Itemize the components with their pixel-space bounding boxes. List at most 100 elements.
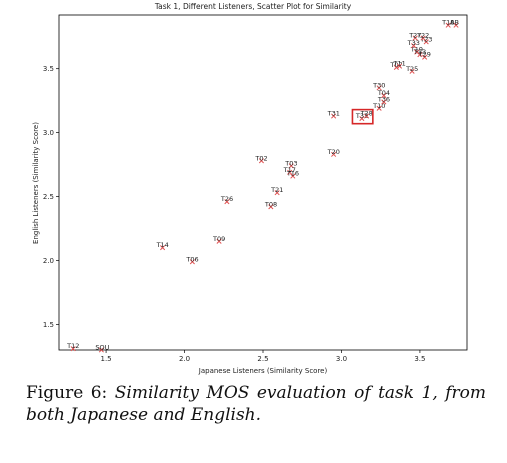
point-marker bbox=[268, 204, 274, 210]
point-label: T28 bbox=[360, 110, 373, 118]
point-label: T27 bbox=[408, 32, 421, 40]
point-marker bbox=[331, 113, 337, 119]
y-tick-label: 2.0 bbox=[43, 257, 54, 265]
point-label: T09 bbox=[212, 235, 225, 243]
scatter-chart: Task 1, Different Listeners, Scatter Plo… bbox=[32, 2, 468, 375]
point-label: T26 bbox=[220, 195, 233, 203]
data-point: T33 bbox=[407, 39, 420, 49]
y-axis-label: English Listeners (Similarity Score) bbox=[32, 122, 40, 244]
data-point: T28 bbox=[360, 110, 373, 119]
data-point: T10 bbox=[372, 102, 385, 111]
data-point: T02 bbox=[254, 154, 268, 164]
data-point: T31 bbox=[327, 110, 340, 119]
point-label: T29 bbox=[418, 51, 431, 59]
data-point: T18 bbox=[441, 19, 454, 28]
point-marker bbox=[359, 116, 365, 122]
point-marker bbox=[288, 163, 294, 169]
data-point: T11 bbox=[393, 60, 406, 69]
point-label: T02 bbox=[254, 154, 267, 162]
point-marker bbox=[445, 22, 451, 28]
data-point: T12 bbox=[66, 342, 79, 352]
data-point: T20 bbox=[327, 148, 340, 157]
point-label: T25 bbox=[405, 65, 418, 73]
point-marker bbox=[274, 190, 280, 196]
point-label: T31 bbox=[327, 110, 340, 118]
point-label: T03 bbox=[284, 159, 297, 167]
data-point: T22 bbox=[416, 32, 429, 41]
y-tick-label: 1.5 bbox=[43, 321, 54, 329]
point-label: T22 bbox=[416, 32, 429, 40]
highlight-box bbox=[351, 108, 374, 125]
x-tick-label: 2.5 bbox=[257, 355, 268, 363]
x-tick-label: 3.0 bbox=[336, 355, 347, 363]
data-point: T30 bbox=[372, 81, 385, 91]
y-tick-label: 3.0 bbox=[43, 129, 54, 137]
point-label: T20 bbox=[327, 148, 340, 156]
x-tick-label: 2.0 bbox=[179, 355, 190, 363]
data-point: AB bbox=[450, 19, 459, 28]
point-marker bbox=[381, 99, 387, 105]
point-label: T10 bbox=[372, 102, 385, 110]
caption-label: Figure 6: bbox=[26, 383, 108, 403]
point-marker bbox=[376, 85, 382, 91]
point-marker bbox=[396, 63, 403, 69]
point-label: T07 bbox=[389, 61, 402, 69]
point-label: T18 bbox=[441, 19, 454, 27]
point-label: T32 bbox=[355, 112, 368, 120]
point-label: T11 bbox=[393, 60, 406, 68]
data-point: T36 bbox=[377, 95, 390, 105]
data-point: SOU bbox=[95, 344, 110, 353]
point-marker bbox=[98, 347, 104, 353]
data-point: T07 bbox=[389, 61, 403, 70]
point-marker bbox=[70, 346, 76, 352]
chart-title: Task 1, Different Listeners, Scatter Plo… bbox=[154, 2, 352, 11]
point-marker bbox=[453, 22, 459, 28]
point-label: SOU bbox=[95, 344, 109, 352]
point-marker bbox=[381, 92, 387, 99]
point-marker bbox=[376, 105, 382, 111]
point-marker bbox=[411, 43, 417, 49]
data-point: T21 bbox=[270, 186, 283, 196]
y-axis: 1.5 2.0 2.5 3.0 3.5 bbox=[43, 65, 59, 329]
point-marker bbox=[331, 151, 337, 157]
point-marker bbox=[290, 173, 296, 179]
point-label: T19 bbox=[410, 46, 423, 54]
data-point: T29 bbox=[418, 51, 431, 60]
point-label: T12 bbox=[66, 342, 79, 350]
x-axis: 1.5 2.0 2.5 3.0 3.5 bbox=[101, 350, 425, 363]
point-label: T17 bbox=[283, 166, 296, 174]
x-tick-label: 1.5 bbox=[101, 355, 112, 363]
point-label: T23 bbox=[419, 35, 432, 43]
y-tick-label: 3.5 bbox=[43, 65, 54, 73]
point-marker bbox=[417, 52, 423, 58]
data-point: T26 bbox=[220, 195, 233, 205]
y-tick-label: 2.5 bbox=[43, 193, 54, 201]
point-label: T04 bbox=[377, 89, 390, 97]
data-point: T32 bbox=[355, 112, 368, 122]
point-marker bbox=[258, 158, 264, 164]
point-label: T08 bbox=[264, 200, 277, 208]
point-marker bbox=[160, 245, 166, 251]
point-marker bbox=[189, 259, 195, 265]
data-point: T14 bbox=[156, 241, 169, 251]
point-marker bbox=[224, 199, 230, 205]
data-point: T27 bbox=[408, 32, 421, 41]
point-marker bbox=[412, 35, 418, 41]
point-label: T33 bbox=[407, 39, 420, 47]
point-label: T21 bbox=[270, 186, 283, 194]
x-tick-label: 3.5 bbox=[414, 355, 425, 363]
data-point: T25 bbox=[405, 65, 418, 74]
point-marker bbox=[420, 35, 426, 41]
point-marker bbox=[409, 68, 415, 74]
x-axis-label: Japanese Listeners (Similarity Score) bbox=[198, 367, 328, 375]
data-point: T03 bbox=[284, 159, 297, 169]
point-label: T16 bbox=[286, 170, 299, 178]
data-point: T09 bbox=[212, 235, 225, 244]
figure-caption: Figure 6: Similarity MOS evaluation of t… bbox=[26, 382, 486, 426]
data-point: T16 bbox=[286, 170, 299, 179]
data-point: T13 bbox=[413, 48, 426, 58]
point-label: AB bbox=[450, 19, 459, 27]
point-label: T13 bbox=[413, 48, 426, 56]
point-marker bbox=[216, 238, 222, 244]
